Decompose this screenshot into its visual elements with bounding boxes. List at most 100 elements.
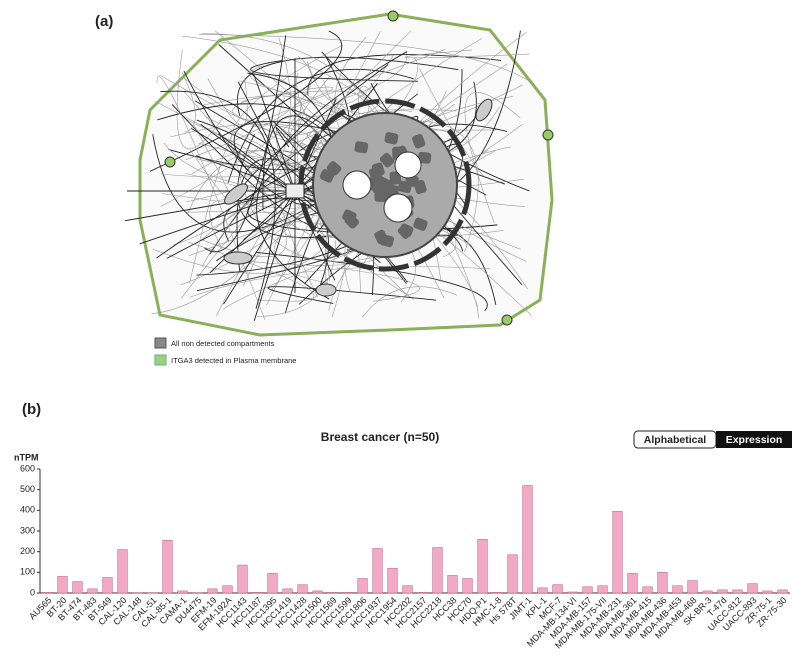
nucleolus	[394, 151, 422, 179]
bar	[627, 573, 638, 594]
membrane-marker	[387, 10, 399, 22]
fiber	[176, 49, 223, 150]
bar	[357, 578, 368, 594]
chromatin-blob	[397, 224, 413, 239]
bar	[327, 592, 338, 594]
aster-fiber	[253, 190, 296, 322]
y-tick-label: 100	[20, 567, 35, 577]
fiber	[344, 52, 408, 99]
chromatin-blob	[379, 152, 395, 168]
chromatin-blob	[385, 184, 399, 197]
bar	[207, 588, 218, 594]
fiber	[307, 54, 394, 105]
fiber	[204, 35, 287, 253]
fiber	[336, 267, 420, 302]
y-tick-label: 600	[20, 463, 35, 473]
bar	[537, 587, 548, 594]
legend-label: All non detected compartments	[171, 339, 275, 348]
bar	[642, 586, 653, 594]
membrane-marker	[501, 314, 513, 326]
y-tick-label: 300	[20, 525, 35, 535]
legend-swatch	[154, 354, 167, 366]
aster-fiber	[218, 133, 296, 192]
chromatin-blob	[389, 171, 402, 185]
aster-fiber	[223, 190, 296, 305]
mitochondrion	[224, 183, 248, 205]
bar	[552, 584, 563, 594]
bar	[387, 567, 398, 594]
aster-fiber	[191, 127, 296, 192]
fiber	[182, 77, 340, 136]
aster-fiber	[139, 190, 296, 245]
bar	[72, 581, 83, 594]
aster-fiber	[124, 190, 296, 222]
membrane-marker	[542, 129, 554, 141]
bar	[177, 590, 188, 594]
chromatin-blob	[354, 141, 369, 154]
bar	[267, 573, 278, 594]
fiber	[256, 51, 408, 300]
cytoskeleton	[124, 30, 532, 322]
bar	[477, 538, 488, 594]
bar	[507, 554, 518, 594]
fiber	[160, 95, 303, 207]
legend-label: ITGA3 detected in Plasma membrane	[171, 356, 296, 365]
chromatin-blob	[397, 180, 412, 194]
nucleolus	[342, 170, 372, 200]
bar	[717, 589, 728, 594]
bar	[702, 590, 713, 594]
panel-label: (a)	[95, 13, 113, 30]
bar	[237, 564, 248, 594]
y-tick-label: 0	[30, 587, 35, 597]
bar	[42, 592, 53, 594]
fiber	[196, 119, 329, 292]
sort-button-label[interactable]: Expression	[726, 434, 783, 446]
chromatin-blob	[384, 132, 399, 145]
bar	[87, 588, 98, 594]
fiber	[255, 251, 488, 312]
chromatin-blob	[417, 151, 432, 164]
sort-button-label[interactable]: Alphabetical	[644, 434, 707, 446]
bar	[117, 549, 128, 594]
aster-fiber	[195, 155, 296, 192]
chromatin-blob	[319, 169, 335, 183]
bar	[102, 577, 113, 594]
fiber	[362, 286, 458, 318]
y-tick-label: 400	[20, 505, 35, 515]
bar	[732, 589, 743, 594]
fiber	[198, 34, 531, 82]
mitochondrion	[315, 283, 337, 297]
bar	[57, 576, 68, 594]
bar	[282, 588, 293, 594]
fiber	[250, 59, 419, 82]
membrane-marker	[164, 156, 176, 168]
fiber	[160, 90, 276, 309]
fiber	[230, 44, 343, 172]
fiber	[173, 37, 291, 246]
fiber	[307, 54, 502, 95]
fiber	[189, 131, 238, 284]
chromatin-blob	[344, 214, 360, 229]
mitochondrion	[223, 251, 253, 265]
fiber	[256, 240, 336, 317]
fiber	[251, 49, 446, 128]
bar	[162, 539, 173, 594]
cell-diagram	[124, 10, 554, 337]
nucleolus	[383, 193, 413, 223]
legend-swatch	[154, 337, 167, 349]
chromatin-blob	[374, 190, 388, 202]
chromatin-blob	[412, 134, 426, 149]
bar	[657, 572, 668, 594]
fiber	[186, 177, 278, 202]
y-tick-label: 500	[20, 484, 35, 494]
aster-fiber	[237, 81, 296, 192]
bar	[582, 586, 593, 594]
panel-label: (b)	[22, 401, 41, 418]
sort-button[interactable]	[716, 431, 792, 448]
fiber	[153, 244, 327, 274]
bar	[777, 589, 788, 594]
bar	[342, 592, 353, 594]
bar	[687, 580, 698, 594]
bar	[462, 578, 473, 594]
